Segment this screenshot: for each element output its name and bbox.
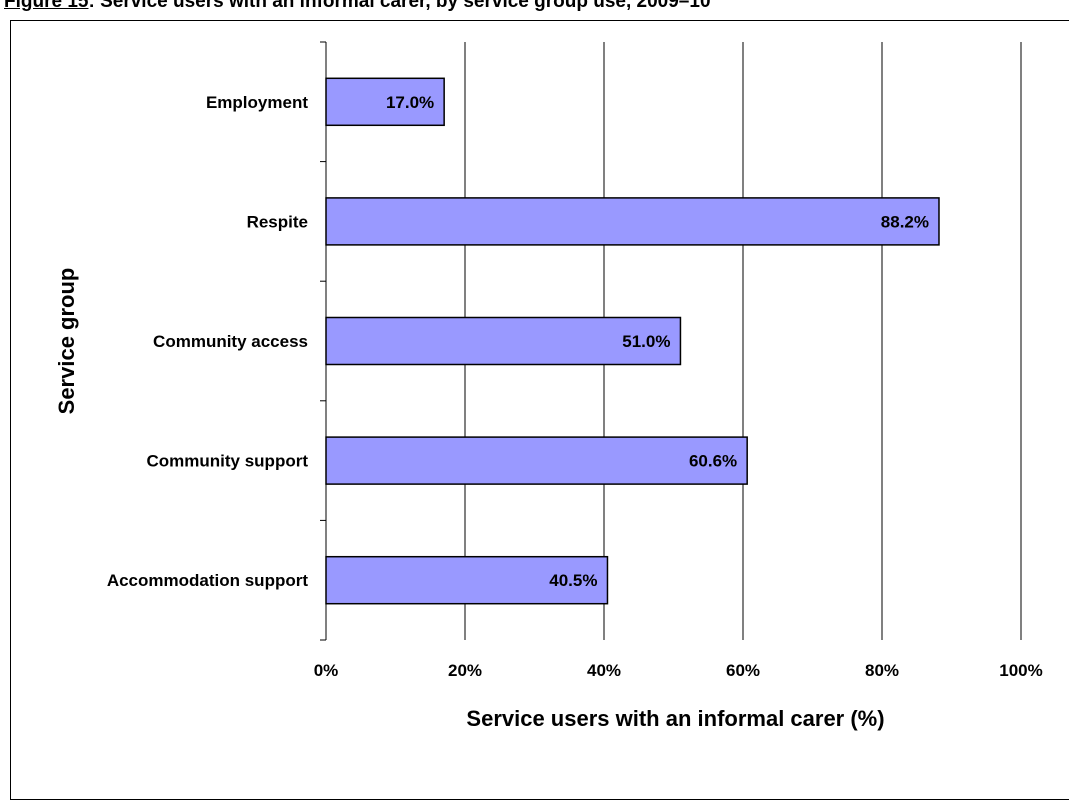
category-labels: Employment Respite Community access Communi… bbox=[107, 93, 309, 590]
bar-data-label: 60.6% bbox=[689, 452, 737, 471]
category-label: Respite bbox=[247, 212, 308, 231]
category-label: Accommodation support bbox=[107, 571, 309, 590]
x-tick-label: 20% bbox=[448, 661, 482, 680]
x-tick-label: 40% bbox=[587, 661, 621, 680]
x-tick-label: 100% bbox=[999, 661, 1042, 680]
x-axis-title: Service users with an informal carer (%) bbox=[466, 706, 884, 731]
bar-data-label: 40.5% bbox=[549, 571, 597, 590]
x-tick-label: 0% bbox=[314, 661, 339, 680]
bar-data-label: 88.2% bbox=[881, 212, 929, 231]
bar-data-label: 17.0% bbox=[386, 93, 434, 112]
bar bbox=[325, 436, 748, 485]
category-label: Community access bbox=[153, 332, 308, 351]
figure-title: Figure 15: Service users with an informa… bbox=[4, 0, 711, 13]
bar bbox=[325, 197, 940, 246]
y-axis-title: Service group bbox=[54, 268, 79, 415]
x-tick-labels: 0% 20% 40% 60% 80% 100% bbox=[314, 661, 1043, 680]
category-label: Community support bbox=[147, 452, 309, 471]
x-tick-label: 80% bbox=[865, 661, 899, 680]
y-axis-ticks bbox=[320, 41, 326, 641]
x-tick-label: 60% bbox=[726, 661, 760, 680]
bar bbox=[325, 316, 682, 366]
bar-data-labels: 17.0% 88.2% 51.0% 60.6% 40.5% bbox=[386, 93, 929, 590]
category-label: Employment bbox=[206, 93, 308, 112]
figure-label: Figure 15 bbox=[4, 0, 89, 12]
bar-data-label: 51.0% bbox=[622, 332, 670, 351]
bar bbox=[325, 555, 609, 605]
bar-chart: 17.0% 88.2% 51.0% 60.6% 40.5% Employment Resp… bbox=[54, 41, 1043, 731]
figure-caption: : Service users with an informal carer, … bbox=[88, 0, 711, 12]
